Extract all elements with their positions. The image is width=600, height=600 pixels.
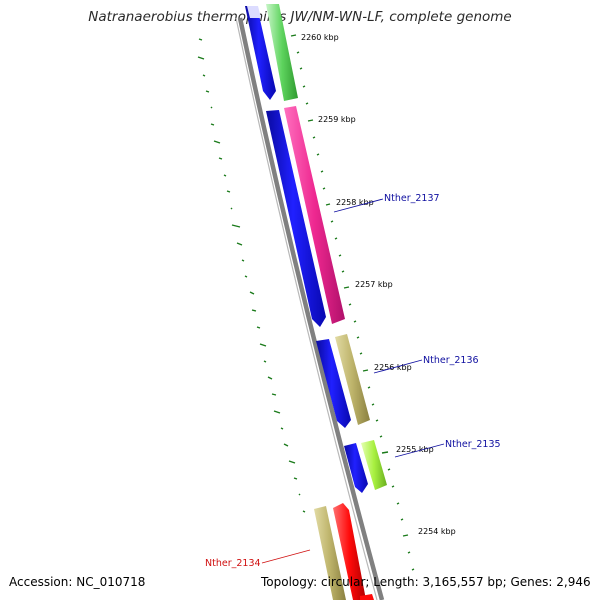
scale-tick-label: 2255 kbp [396, 445, 434, 454]
gene-feature-khaki [314, 506, 346, 600]
gene-feature-red [360, 594, 374, 600]
gene-label-nther-2136[interactable]: Nther_2136 [423, 355, 479, 366]
gene-feature-lightgreen [266, 4, 298, 101]
cds-feature [266, 110, 326, 327]
genome-backbone [237, 17, 385, 600]
gc-content-track [197, 38, 306, 513]
cds-feature [344, 443, 368, 493]
gene-label-nther-2135[interactable]: Nther_2135 [445, 439, 501, 450]
gene-leader-lines [261, 198, 445, 564]
scale-tick-label: 2259 kbp [318, 115, 356, 124]
gene-track [247, 4, 387, 600]
cds-feature [245, 6, 276, 100]
gene-feature-magenta [284, 106, 345, 324]
scale-tick-label: 2257 kbp [355, 280, 393, 289]
cds-feature [316, 339, 351, 428]
scale-ticks [290, 34, 415, 571]
gene-feature-red [333, 503, 366, 600]
genome-summary: Topology: circular; Length: 3,165,557 bp… [261, 575, 591, 589]
scale-tick-label: 2258 kbp [336, 198, 374, 207]
scale-tick-label: 2260 kbp [301, 33, 339, 42]
accession-label: Accession: NC_010718 [9, 575, 146, 589]
gene-feature-khaki [335, 334, 370, 425]
map-title: Natranaerobius thermophilus JW/NM-WN-LF,… [88, 9, 512, 25]
scale-tick-label: 2254 kbp [418, 527, 456, 536]
cds-track [245, 6, 368, 493]
gene-feature-lightgreen-head [247, 6, 261, 18]
gene-label-nther-2134[interactable]: Nther_2134 [205, 558, 261, 569]
gene-label-nther-2137[interactable]: Nther_2137 [384, 193, 440, 204]
gene-feature-lime [361, 440, 387, 490]
